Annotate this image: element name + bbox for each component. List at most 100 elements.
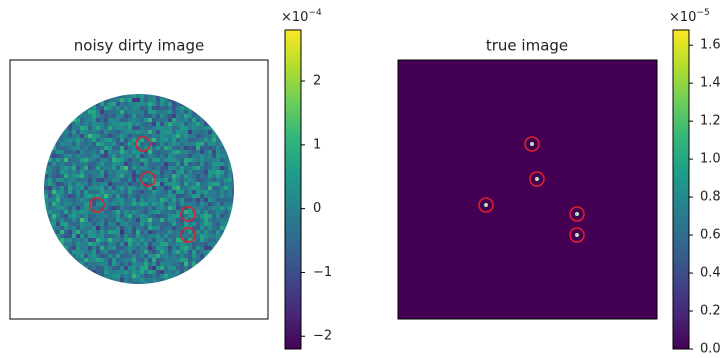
noise-pixel: [88, 162, 92, 166]
noise-pixel: [116, 278, 120, 282]
noise-pixel: [48, 182, 52, 186]
noise-pixel: [220, 274, 224, 278]
noise-pixel: [104, 154, 108, 158]
noise-pixel: [140, 118, 144, 122]
noise-pixel: [116, 114, 120, 118]
noise-pixel: [64, 130, 68, 134]
noise-pixel: [208, 198, 212, 202]
noise-pixel: [164, 114, 168, 118]
noise-pixel: [144, 130, 148, 134]
noise-pixel: [80, 274, 84, 278]
noise-pixel: [68, 282, 72, 286]
noise-pixel: [84, 226, 88, 230]
noise-pixel: [104, 130, 108, 134]
noise-pixel: [108, 134, 112, 138]
noise-pixel: [224, 118, 228, 122]
noise-pixel: [176, 210, 180, 214]
noise-pixel: [84, 166, 88, 170]
noise-pixel: [120, 118, 124, 122]
noise-pixel: [212, 130, 216, 134]
noise-pixel: [112, 118, 116, 122]
noise-pixel: [96, 218, 100, 222]
noise-pixel: [152, 218, 156, 222]
noise-pixel: [148, 270, 152, 274]
noise-pixel: [184, 158, 188, 162]
noise-pixel: [64, 182, 68, 186]
noise-pixel: [44, 254, 48, 258]
noise-pixel: [220, 126, 224, 130]
noise-pixel: [188, 142, 192, 146]
noise-pixel: [68, 246, 72, 250]
noise-pixel: [80, 150, 84, 154]
noise-pixel: [84, 94, 88, 98]
noise-pixel: [84, 138, 88, 142]
noise-pixel: [112, 210, 116, 214]
noise-pixel: [220, 118, 224, 122]
noise-pixel: [152, 118, 156, 122]
noise-pixel: [80, 270, 84, 274]
noise-pixel: [216, 242, 220, 246]
noise-pixel: [68, 130, 72, 134]
noise-pixel: [56, 242, 60, 246]
noise-pixel: [112, 154, 116, 158]
noise-pixel: [120, 190, 124, 194]
noise-pixel: [68, 174, 72, 178]
noise-pixel: [212, 154, 216, 158]
noise-pixel: [104, 166, 108, 170]
noise-pixel: [128, 182, 132, 186]
noise-pixel: [112, 146, 116, 150]
noise-pixel: [56, 142, 60, 146]
noise-pixel: [48, 270, 52, 274]
noise-pixel: [204, 194, 208, 198]
noise-pixel: [144, 238, 148, 242]
noise-pixel: [144, 270, 148, 274]
noise-pixel: [232, 98, 236, 102]
noise-pixel: [156, 182, 160, 186]
noise-pixel: [72, 258, 76, 262]
noise-pixel: [64, 138, 68, 142]
noise-pixel: [108, 238, 112, 242]
noise-pixel: [164, 234, 168, 238]
noise-pixel: [76, 110, 80, 114]
noise-pixel: [160, 158, 164, 162]
noise-pixel: [116, 102, 120, 106]
noise-pixel: [196, 250, 200, 254]
noise-pixel: [224, 202, 228, 206]
noise-pixel: [88, 94, 92, 98]
noise-pixel: [144, 110, 148, 114]
noise-pixel: [176, 262, 180, 266]
noise-pixel: [168, 242, 172, 246]
noise-pixel: [68, 126, 72, 130]
noise-pixel: [144, 218, 148, 222]
noise-pixel: [188, 202, 192, 206]
noise-pixel: [184, 186, 188, 190]
source-dot: [575, 233, 579, 237]
noise-pixel: [72, 118, 76, 122]
noise-pixel: [44, 258, 48, 262]
noise-pixel: [76, 214, 80, 218]
noise-pixel: [120, 242, 124, 246]
noise-pixel: [68, 186, 72, 190]
noise-pixel: [60, 98, 64, 102]
noise-pixel: [232, 246, 236, 250]
noise-pixel: [208, 270, 212, 274]
noise-pixel: [196, 242, 200, 246]
noise-pixel: [172, 146, 176, 150]
noise-pixel: [176, 126, 180, 130]
noise-pixel: [160, 218, 164, 222]
noise-pixel: [72, 166, 76, 170]
noise-pixel: [156, 222, 160, 226]
noise-pixel: [56, 106, 60, 110]
noise-pixel: [132, 166, 136, 170]
noise-pixel: [84, 218, 88, 222]
noise-pixel: [192, 222, 196, 226]
noise-pixel: [192, 282, 196, 286]
noise-pixel: [212, 102, 216, 106]
noise-pixel: [88, 242, 92, 246]
noise-pixel: [196, 186, 200, 190]
noise-pixel: [84, 126, 88, 130]
noise-pixel: [108, 274, 112, 278]
noise-pixel: [92, 166, 96, 170]
noise-pixel: [160, 130, 164, 134]
noise-pixel: [48, 130, 52, 134]
